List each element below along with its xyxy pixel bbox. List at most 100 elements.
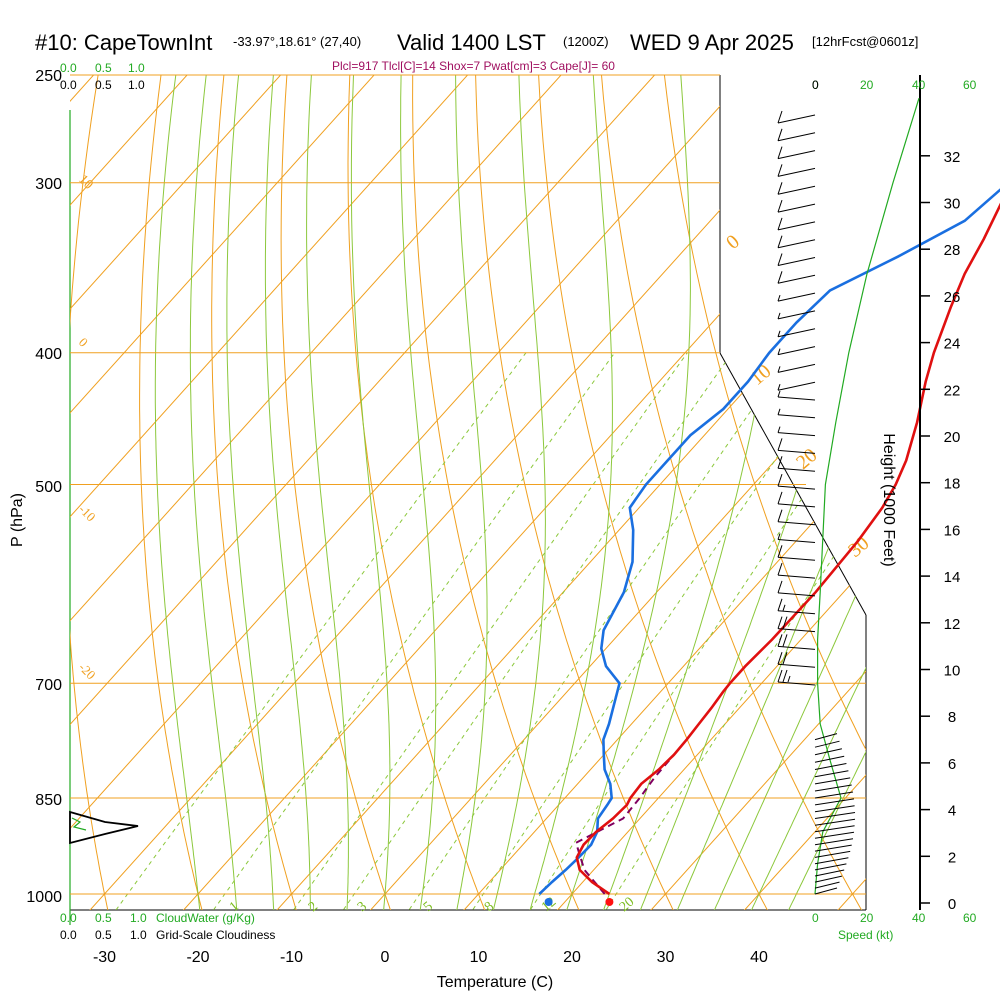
isotherm-line [0,51,22,923]
speed-tick-top-0: 0 [812,78,819,92]
cloudwater-tick-top-2: 1.0 [128,61,145,75]
wind-barb-low [814,818,856,826]
wind-barb-low [814,791,854,799]
speed-tick-bottom-60: 60 [963,911,977,925]
wind-barb [777,271,816,284]
mixing-ratio-line [399,352,792,910]
speed-tick-top-60: 60 [963,78,977,92]
height-tick-label: 12 [944,616,961,633]
temperature-tick: 30 [657,949,675,966]
wind-barb-low [814,798,855,806]
valid-time: Valid 1400 LST [397,30,546,55]
wind-barb [777,580,816,597]
surface-temperature-dot [605,898,614,906]
wind-barb-low [814,844,852,852]
y-axis-label: P (hPa) [9,493,26,547]
wind-barb [777,669,816,686]
wind-barb [777,363,816,373]
station-coords: -33.97°,18.61° (27,40) [233,34,361,49]
wind-barb-low [814,875,843,883]
wind-barb [777,598,816,615]
dewpoint-trace [538,188,1000,895]
height-axis-label: Height (1000 Feet) [880,433,897,566]
cloudiness-axis-label: Grid-Scale Cloudiness [156,928,275,942]
surface-dewpoint-dot [544,898,553,906]
wind-barb-low [814,887,838,895]
wind-section [777,98,920,895]
wind-barb-low [814,825,855,833]
wind-barb [777,473,816,490]
isotherm-line [70,75,490,910]
cloudwater-marks [71,817,87,831]
isotherm-line [732,75,866,910]
dry-adiabat-line [847,75,866,910]
x-axis-label: Temperature (C) [437,974,553,991]
cloudwater-axis-label: CloudWater (g/Kg) [156,911,255,925]
moist-adiabat-line [671,75,866,910]
height-tick-label: 28 [944,242,961,259]
wind-barb-low [814,857,849,865]
wind-barb-low [814,812,856,819]
pressure-tick-700: 700 [35,677,62,694]
mixing-ratio-line [334,352,733,910]
cloudiness-tick-bottom-1: 0.5 [95,928,112,942]
moist-adiabat-line [489,75,546,910]
wind-barb [777,381,816,391]
wind-barb [777,426,816,437]
speed-tick-bottom-0: 0 [812,911,819,925]
temperature-tick: -30 [93,949,116,966]
pressure-tick-500: 500 [35,479,62,496]
wind-barb [777,310,816,320]
temperature-ticks: -30 -20 -10 0 10 20 30 40 [93,949,768,966]
pressure-tick-400: 400 [35,346,62,363]
dry-adiabat-line [139,75,206,910]
cloudiness-tick-top-2: 1.0 [128,78,145,92]
isotherm-line [70,75,210,910]
mixing-ratio-label: 5 [421,899,436,915]
temperature-tick: 40 [750,949,768,966]
wind-barb [777,533,816,543]
dry-adiabat-line [280,75,396,910]
station-title: #10: CapeTownInt [35,30,212,55]
height-tick-label: 10 [944,663,961,680]
wind-barb [777,634,816,650]
dry-adiabat-line [70,75,111,910]
cloudiness-outline [69,810,139,845]
wind-barb-low [814,838,854,846]
wind-barb [777,164,816,177]
cloudiness-tick-bottom-0: 0.0 [60,928,77,942]
mixing-ratio-line [597,352,866,910]
moist-adiabat-line [400,75,437,910]
speed-tick-top-0-black: 0 [812,78,819,92]
mixing-ratio-label: 2 [306,899,321,915]
wind-barb [777,438,816,454]
isotherm-line [265,75,866,910]
moist-adiabat-line [745,75,866,910]
wind-barb [777,616,816,633]
moist-adiabat-line [306,75,349,910]
isotherm-line [70,75,397,910]
moist-adiabat-line [226,75,275,910]
moist-adiabat-line [562,75,691,910]
moist-adiabat-line [708,75,866,910]
parcel-trace [574,738,688,895]
mixing-ratio-label: 3 [355,899,370,915]
wind-barb [777,509,816,526]
wind-barb-low [814,777,851,785]
pressure-tick-250: 250 [35,68,62,85]
temperature-tick: -20 [186,949,209,966]
temperature-tick: 10 [470,949,488,966]
valid-date: WED 9 Apr 2025 [630,30,794,55]
temperature-tick: -10 [280,949,303,966]
speed-tick-bottom-40: 40 [912,911,926,925]
moist-adiabat-line [154,75,202,910]
wind-barb-low [814,881,840,889]
dry-adiabat-line [347,75,491,910]
dry-adiabat-label: -10 [76,502,99,525]
wind-barb [777,408,816,419]
dry-adiabat-line [211,75,301,910]
dry-adiabat-line [0,51,40,923]
speed-tick-top-40: 40 [912,78,926,92]
wind-barb-low [814,805,855,813]
